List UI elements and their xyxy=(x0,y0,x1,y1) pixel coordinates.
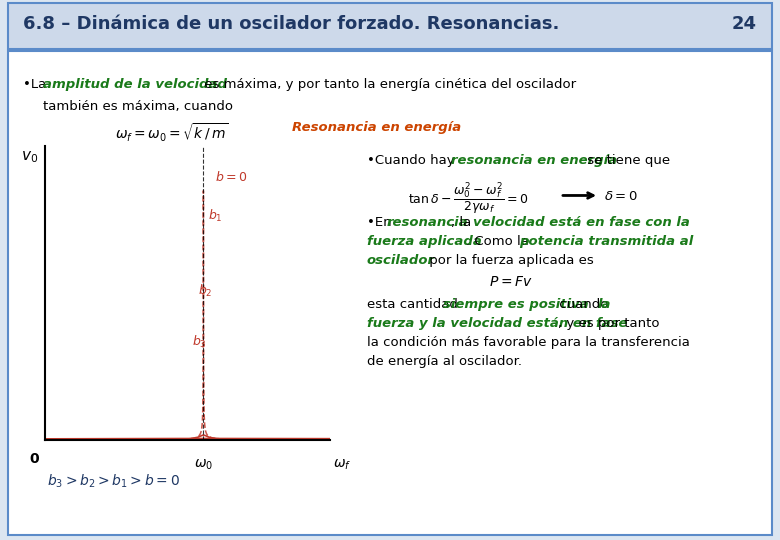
Text: $\omega_0$: $\omega_0$ xyxy=(194,458,213,472)
Text: 24: 24 xyxy=(732,15,757,33)
Text: velocidad está en fase con la: velocidad está en fase con la xyxy=(473,216,690,229)
Text: $v_0$: $v_0$ xyxy=(21,150,38,165)
Text: . Como la: . Como la xyxy=(466,235,533,248)
Text: la: la xyxy=(597,298,611,311)
Text: •Cuando hay: •Cuando hay xyxy=(367,154,459,167)
Text: $b_3$: $b_3$ xyxy=(192,334,207,350)
Text: •En: •En xyxy=(367,216,395,229)
Text: amplitud de la velocidad: amplitud de la velocidad xyxy=(43,78,227,91)
Text: $\omega_f$: $\omega_f$ xyxy=(333,458,351,472)
Text: $\delta = 0$: $\delta = 0$ xyxy=(604,190,638,203)
Text: $\omega_f = \omega_0 = \sqrt{k\,/\,m}$: $\omega_f = \omega_0 = \sqrt{k\,/\,m}$ xyxy=(115,122,229,144)
Text: es máxima, y por tanto la energía cinética del oscilador: es máxima, y por tanto la energía cinéti… xyxy=(200,78,576,91)
FancyBboxPatch shape xyxy=(8,3,772,49)
Text: $b_1$: $b_1$ xyxy=(207,207,222,224)
Text: , y es por tanto: , y es por tanto xyxy=(558,317,660,330)
Text: fuerza aplicada: fuerza aplicada xyxy=(367,235,481,248)
Text: resonancia: resonancia xyxy=(387,216,469,229)
Text: siempre es positiva: siempre es positiva xyxy=(443,298,589,311)
Text: se tiene que: se tiene que xyxy=(583,154,671,167)
Text: $\tan\delta - \dfrac{\omega_0^2 - \omega_f^2}{2\gamma\omega_f} = 0$: $\tan\delta - \dfrac{\omega_0^2 - \omega… xyxy=(408,181,528,217)
Text: esta cantidad: esta cantidad xyxy=(367,298,462,311)
Text: Resonancia en energía: Resonancia en energía xyxy=(292,122,462,134)
FancyBboxPatch shape xyxy=(8,51,772,535)
Text: también es máxima, cuando: también es máxima, cuando xyxy=(43,100,233,113)
Text: oscilador: oscilador xyxy=(367,254,434,267)
Text: potencia transmitida al: potencia transmitida al xyxy=(519,235,693,248)
Text: $b_2$: $b_2$ xyxy=(197,282,212,299)
Text: , la: , la xyxy=(451,216,475,229)
Text: 6.8 – Dinámica de un oscilador forzado. Resonancias.: 6.8 – Dinámica de un oscilador forzado. … xyxy=(23,15,560,33)
Text: cuando: cuando xyxy=(555,298,613,311)
Text: 0: 0 xyxy=(29,452,39,466)
Text: resonancia en energía: resonancia en energía xyxy=(451,154,617,167)
Text: fuerza y la velocidad están en fase: fuerza y la velocidad están en fase xyxy=(367,317,627,330)
Text: por la fuerza aplicada es: por la fuerza aplicada es xyxy=(425,254,594,267)
Text: $b_3 > b_2 > b_1 > b{=}0$: $b_3 > b_2 > b_1 > b{=}0$ xyxy=(47,472,179,490)
Text: la condición más favorable para la transferencia: la condición más favorable para la trans… xyxy=(367,336,690,349)
Text: $b = 0$: $b = 0$ xyxy=(215,170,247,184)
Text: de energía al oscilador.: de energía al oscilador. xyxy=(367,355,522,368)
Text: •La: •La xyxy=(23,78,51,91)
Text: $P = Fv$: $P = Fv$ xyxy=(489,275,533,289)
